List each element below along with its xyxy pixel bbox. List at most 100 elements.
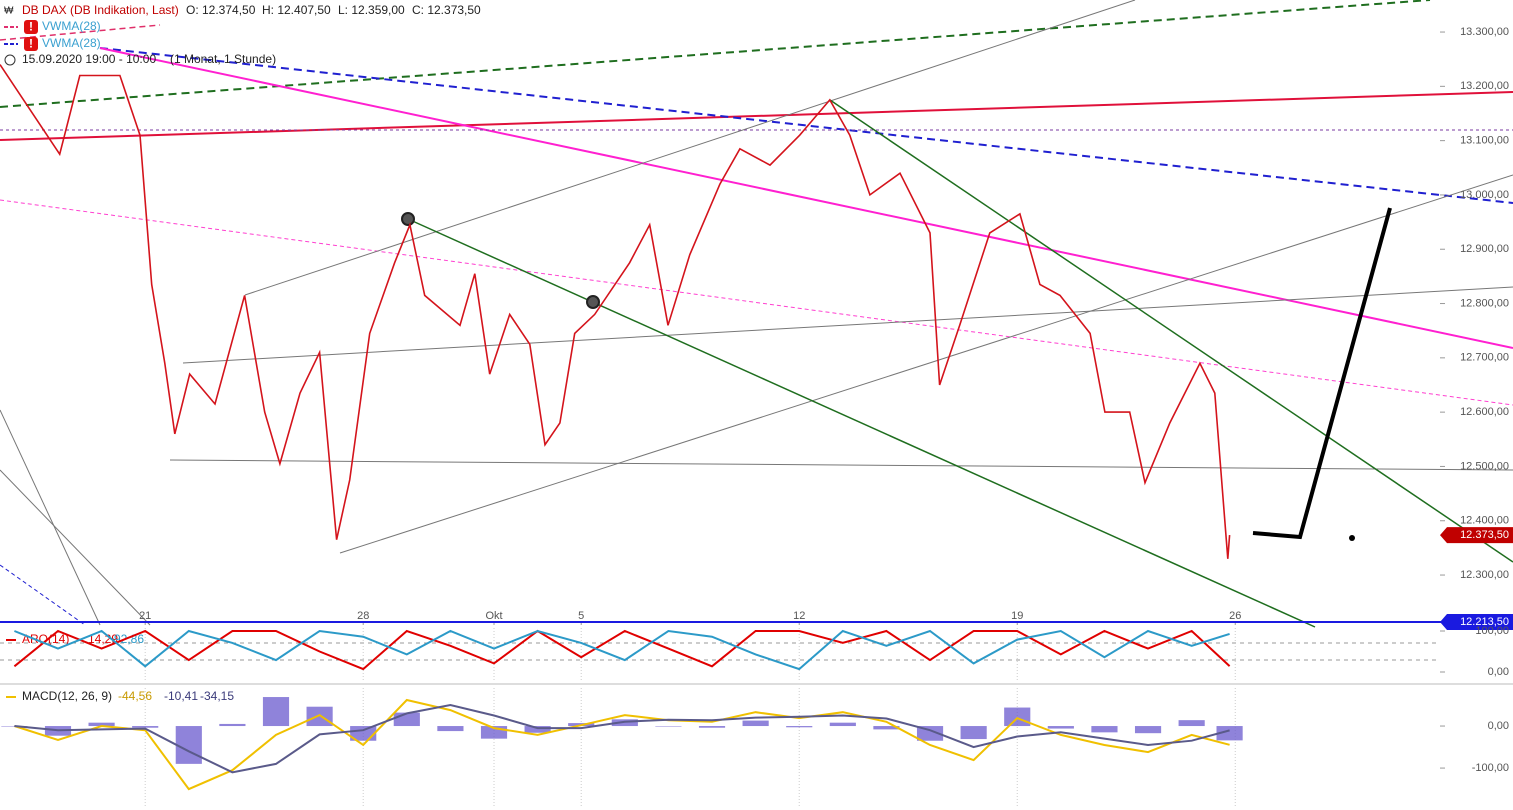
histogram-bar [1134,726,1162,734]
trend-line [407,218,1316,628]
histogram-bar [306,706,333,727]
aro-title: ARO(14) [22,632,69,646]
interval: (1 Monat, 1 Stunde) [170,52,276,66]
histogram-bar [829,722,856,727]
histogram-bar [1216,726,1243,741]
y-tick-label: 13.000,00 [1460,189,1509,201]
x-tick-label: 28 [357,610,369,622]
alert-icon [24,20,38,34]
x-tick-label: 26 [1229,610,1241,622]
trend-line [99,47,1513,204]
histogram-bar [175,726,202,764]
trend-line [339,174,1513,554]
icon: ₩ [4,6,14,17]
x-tick-label: 21 [139,610,151,622]
y-tick-label: 0,00 [1488,666,1509,678]
period: 15.09.2020 19:00 - 10:00 [22,52,156,66]
histogram-bar [873,726,900,730]
histogram-bar [524,726,551,733]
y-tick-label: 12.600,00 [1460,406,1509,418]
x-tick-label: 5 [578,610,584,622]
series-line [14,698,1230,791]
anchor-point [401,212,415,226]
ohlc-close: C: 12.373,50 [412,3,481,17]
trend-line [182,286,1513,364]
trend-line [0,24,161,41]
macd-title: MACD(12, 26, 9) [22,689,112,703]
trend-line [829,99,1513,563]
price-badge-label: 12.373,50 [1460,529,1509,541]
x-tick-label: 19 [1011,610,1023,622]
histogram-bar [742,720,769,727]
y-tick-label: 12.400,00 [1460,515,1509,527]
price-badge [1440,527,1513,544]
trend-line [244,0,1136,296]
aro-legend: ARO(14) 14,29 92,86 [6,632,144,646]
trend-line [0,0,1431,108]
series-line [13,629,1231,671]
ohlc-low: L: 12.359,00 [338,3,405,17]
histogram-bar [1091,726,1118,733]
alert-icon-mark: ! [29,37,33,51]
series-line [14,703,1230,774]
header: ₩ DB DAX (DB Indikation, Last) O: 12.374… [4,3,481,66]
anchor-point [586,295,600,309]
histogram-bar [960,726,987,740]
trend-line [0,91,1513,141]
x-tick-label: Okt [485,610,502,622]
macd-value: -10,41 [164,689,198,703]
ohlc-open: O: 12.374,50 [186,3,256,17]
histogram-bar [132,726,159,728]
x-tick-label: 12 [793,610,805,622]
histogram-bar [437,726,464,732]
trend-line [169,459,1513,471]
alert-icon-mark: ! [29,20,33,34]
price-badge-label: 12.213,50 [1460,616,1509,628]
aro-value: 14,29 [88,632,118,646]
freehand-drawing [1252,207,1392,540]
histogram-bar [1178,720,1205,727]
price-badge [1440,614,1513,631]
histogram-bar [786,726,813,728]
ohlc-high: H: 12.407,50 [262,3,331,17]
y-tick-label: 12.700,00 [1460,352,1509,364]
histogram-bar [88,722,115,727]
histogram-bar [655,726,682,727]
y-tick-label: 13.100,00 [1460,135,1509,147]
y-tick-label: 12.800,00 [1460,297,1509,309]
trend-line [0,409,101,626]
macd-value: -44,56 [118,689,152,703]
histogram-bar [1047,726,1074,729]
y-tick-label: 12.900,00 [1460,243,1509,255]
indicator-label: VWMA(28) [42,19,101,33]
trend-line [99,47,1513,349]
y-tick-label: 100,00 [1475,625,1509,637]
y-tick-label: 12.300,00 [1460,569,1509,581]
histogram-bar [393,712,420,727]
alert-icon [24,37,38,51]
histogram-bar [262,697,290,727]
aro-value: 92,86 [114,632,144,646]
histogram-bar [698,726,726,728]
macd-value: -34,15 [200,689,234,703]
freehand-dot [1349,535,1355,541]
trend-line [0,199,1513,406]
macd-legend: MACD(12, 26, 9) -44,56 -10,41 -34,15 [6,689,234,703]
histogram-bar [219,723,246,727]
series-line [14,629,1230,671]
histogram-bar [1004,707,1031,727]
trend-line [0,469,151,626]
clock-icon [4,54,16,66]
trend-line [0,564,86,626]
instrument-title: DB DAX (DB Indikation, Last) [22,3,179,17]
y-tick-label: 13.300,00 [1460,26,1509,38]
drawings [0,0,1513,628]
price-line [0,64,1231,559]
y-tick-label: 13.200,00 [1460,80,1509,92]
indicator-label: VWMA(28) [42,36,101,50]
histogram-bar [916,726,944,741]
y-tick-label: -100,00 [1472,762,1509,774]
